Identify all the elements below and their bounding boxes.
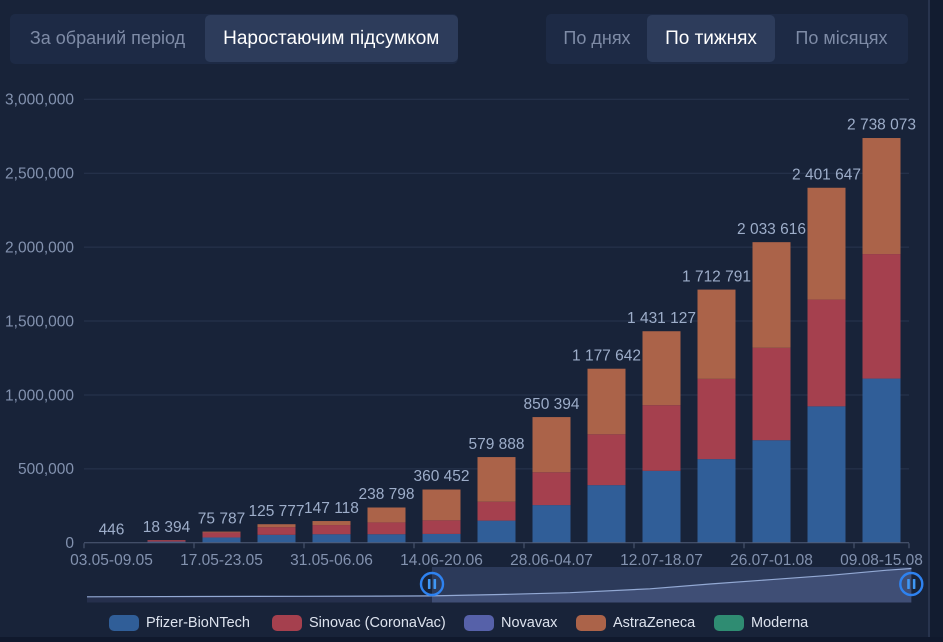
svg-text:1,500,000: 1,500,000 <box>5 313 74 330</box>
svg-text:2 738 073: 2 738 073 <box>847 117 916 134</box>
svg-text:3,000,000: 3,000,000 <box>5 92 74 109</box>
svg-text:17.05-23.05: 17.05-23.05 <box>180 552 263 569</box>
svg-text:14.06-20.06: 14.06-20.06 <box>400 552 483 569</box>
svg-text:579 888: 579 888 <box>468 436 524 453</box>
svg-text:446: 446 <box>99 521 125 538</box>
svg-text:125 777: 125 777 <box>248 503 304 520</box>
svg-text:2,500,000: 2,500,000 <box>5 166 74 183</box>
svg-text:500,000: 500,000 <box>18 461 74 478</box>
svg-text:28.06-04.07: 28.06-04.07 <box>510 552 593 569</box>
svg-text:238 798: 238 798 <box>358 486 414 503</box>
svg-text:850 394: 850 394 <box>523 396 579 413</box>
svg-text:2,000,000: 2,000,000 <box>5 239 74 256</box>
svg-text:18 394: 18 394 <box>143 519 191 536</box>
svg-text:12.07-18.07: 12.07-18.07 <box>620 552 703 569</box>
svg-text:1,000,000: 1,000,000 <box>5 387 74 404</box>
svg-text:1 431 127: 1 431 127 <box>627 310 696 327</box>
svg-text:26.07-01.08: 26.07-01.08 <box>730 552 813 569</box>
svg-text:360 452: 360 452 <box>413 468 469 485</box>
svg-text:1 712 791: 1 712 791 <box>682 268 751 285</box>
svg-text:2 401 647: 2 401 647 <box>792 167 861 184</box>
svg-text:75 787: 75 787 <box>198 510 245 527</box>
svg-text:2 033 616: 2 033 616 <box>737 221 806 238</box>
svg-text:1 177 642: 1 177 642 <box>572 347 641 364</box>
svg-text:09.08-15.08: 09.08-15.08 <box>840 552 923 569</box>
svg-text:0: 0 <box>65 535 74 552</box>
svg-text:03.05-09.05: 03.05-09.05 <box>70 552 153 569</box>
svg-text:147 118: 147 118 <box>304 500 359 517</box>
svg-text:31.05-06.06: 31.05-06.06 <box>290 552 373 569</box>
